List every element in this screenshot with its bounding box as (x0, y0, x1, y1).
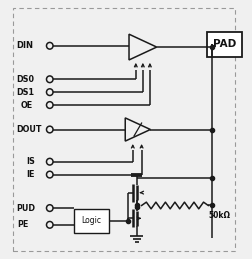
Bar (13, 9, 234, 250)
Bar (73, 209, 108, 233)
Text: DOUT: DOUT (16, 125, 41, 134)
Text: DIN: DIN (16, 41, 33, 50)
Text: PE: PE (17, 220, 28, 229)
Text: IE: IE (26, 170, 34, 179)
Text: Logic: Logic (81, 217, 101, 225)
Text: OE: OE (21, 100, 33, 110)
Text: DS1: DS1 (16, 88, 34, 97)
Text: PAD: PAD (212, 39, 235, 49)
Text: 50kΩ: 50kΩ (207, 211, 229, 220)
Text: PUD: PUD (16, 204, 35, 213)
Text: IS: IS (26, 157, 35, 166)
Bar (206, 32, 241, 57)
Text: DS0: DS0 (16, 75, 34, 84)
